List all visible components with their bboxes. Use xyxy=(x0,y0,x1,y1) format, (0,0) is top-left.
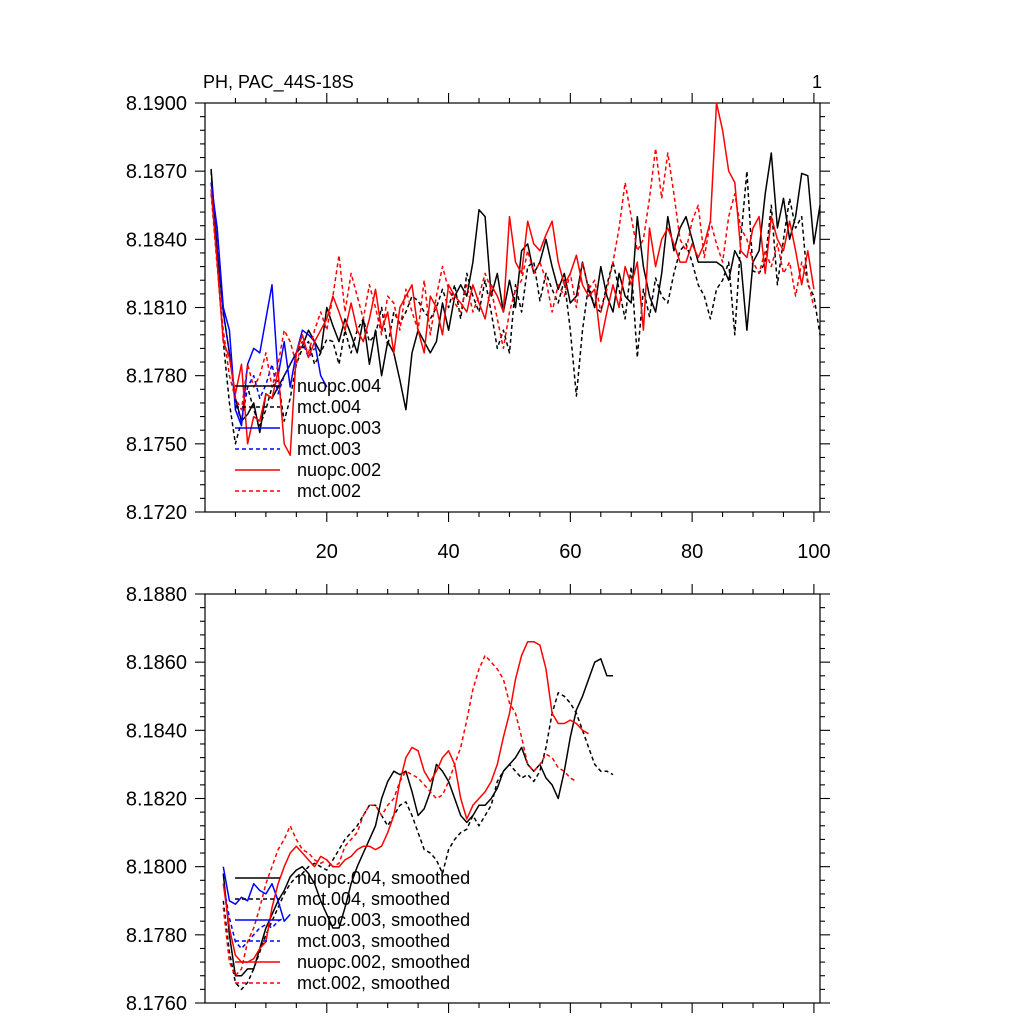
x-tick-label: 60 xyxy=(559,541,581,563)
top-chart-panel: 8.1720 8.1750 8.1780 8.1810 8.1840 8.1870 8.19… xyxy=(126,93,831,563)
y-tick-label: 8.1880 xyxy=(126,584,187,606)
y-tick-label: 8.1760 xyxy=(126,993,187,1015)
legend-label: mct.003, smoothed xyxy=(297,931,450,951)
panel-number: 1 xyxy=(812,72,822,92)
y-tick-label: 8.1900 xyxy=(126,93,187,115)
series-line-nuopc-002-smoothed xyxy=(222,640,589,963)
series-line-mct-002 xyxy=(210,147,815,411)
bottom-chart-panel: 8.1760 8.1780 8.1800 8.1820 8.1840 8.1860 8.18… xyxy=(126,584,830,1015)
legend-label: nuopc.004 xyxy=(297,376,381,396)
series-line-mct-004-smoothed xyxy=(222,692,614,991)
y-tick-label: 8.1840 xyxy=(126,229,187,251)
legend-label: nuopc.002 xyxy=(297,460,381,480)
x-tick-label: 80 xyxy=(681,541,703,563)
legend-label: mct.004, smoothed xyxy=(297,889,450,909)
legend-label: mct.002 xyxy=(297,481,361,501)
series-line-nuopc-003-smoothed xyxy=(222,866,291,922)
x-tick-label: 100 xyxy=(797,541,830,563)
series-line-mct-003-smoothed xyxy=(222,883,285,950)
legend-label: nuopc.003, smoothed xyxy=(297,910,470,930)
y-tick-label: 8.1800 xyxy=(126,857,187,879)
y-tick-label: 8.1840 xyxy=(126,720,187,742)
x-tick-label: 40 xyxy=(437,541,459,563)
chart-title: PH, PAC_44S-18S xyxy=(203,72,354,93)
series-line-mct-004 xyxy=(210,170,821,445)
y-tick-label: 8.1780 xyxy=(126,366,187,388)
legend-label: nuopc.002, smoothed xyxy=(297,952,470,972)
y-tick-label: 8.1750 xyxy=(126,434,187,456)
legend-label: mct.004 xyxy=(297,397,361,417)
legend-label: mct.003 xyxy=(297,439,361,459)
y-tick-label: 8.1870 xyxy=(126,161,187,183)
y-tick-label: 8.1780 xyxy=(126,925,187,947)
legend-label: nuopc.003 xyxy=(297,418,381,438)
x-tick-label: 20 xyxy=(316,541,338,563)
legend-label: mct.002, smoothed xyxy=(297,973,450,993)
legend-label: nuopc.004, smoothed xyxy=(297,868,470,888)
series-line-nuopc-003 xyxy=(210,182,328,427)
series-line-nuopc-004-smoothed xyxy=(222,658,613,977)
series-line-mct-002-smoothed xyxy=(222,654,577,977)
series-line-mct-003 xyxy=(210,182,316,422)
y-tick-label: 8.1860 xyxy=(126,652,187,674)
series-line-nuopc-002 xyxy=(210,102,815,456)
y-tick-label: 8.1820 xyxy=(126,789,187,811)
y-tick-label: 8.1720 xyxy=(126,502,187,524)
y-tick-label: 8.1810 xyxy=(126,298,187,320)
